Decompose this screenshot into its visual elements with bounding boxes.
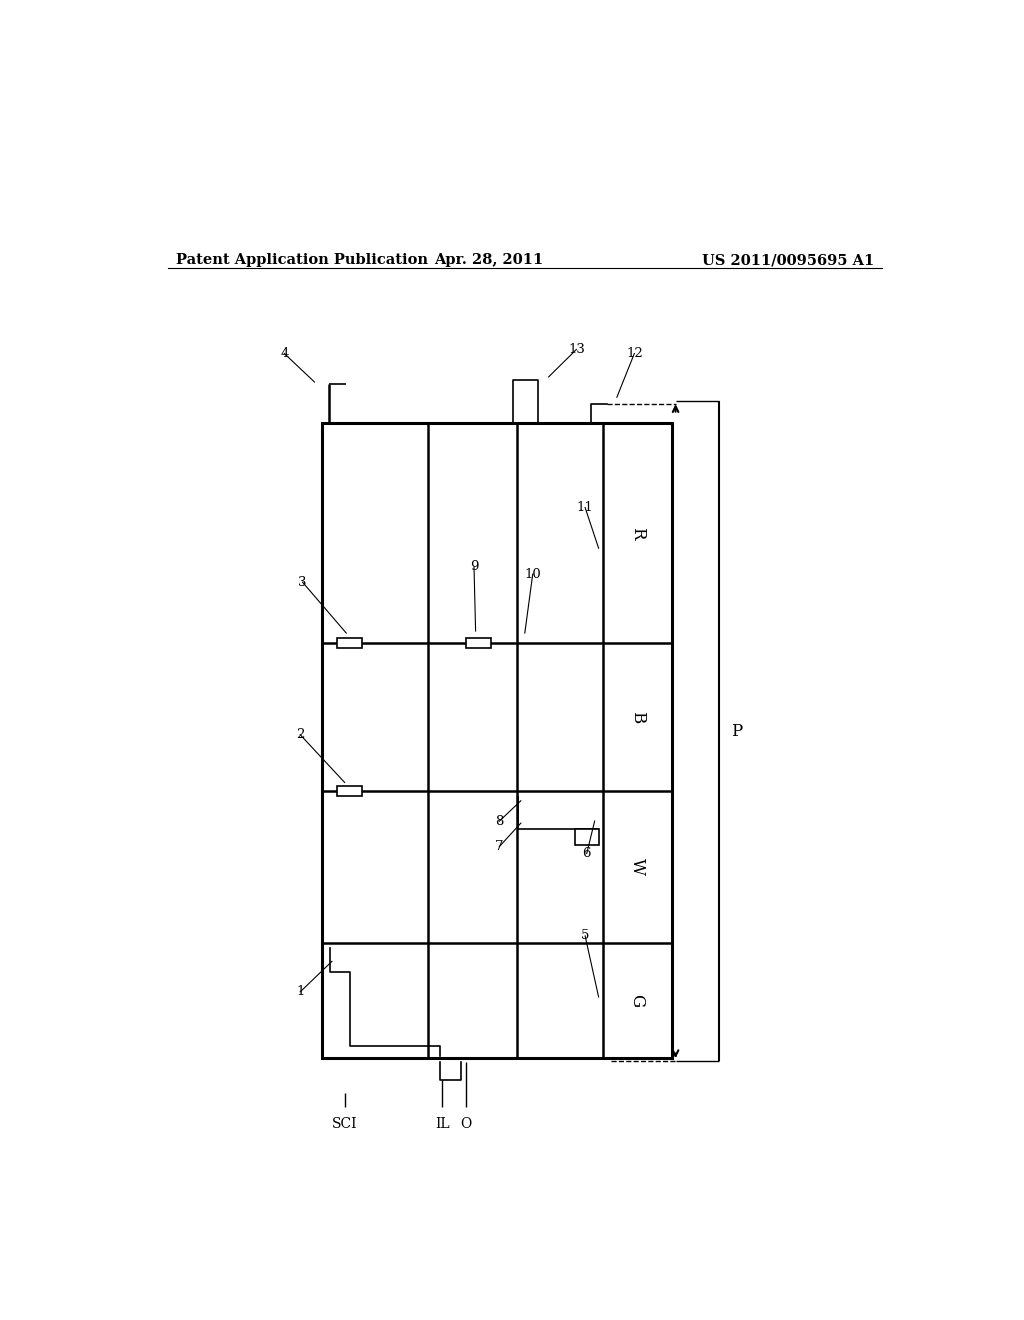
Text: 4: 4 — [281, 347, 289, 360]
Text: 2: 2 — [296, 729, 304, 742]
Text: 10: 10 — [524, 568, 541, 581]
Text: W: W — [629, 858, 645, 875]
Bar — [323, 422, 672, 1057]
Text: G: G — [629, 994, 645, 1007]
Text: SCI: SCI — [332, 1117, 357, 1131]
Bar — [337, 638, 362, 648]
Bar — [337, 785, 362, 796]
Text: O: O — [461, 1117, 472, 1131]
Text: IL: IL — [435, 1117, 450, 1131]
Text: 11: 11 — [577, 502, 594, 513]
Text: B: B — [629, 710, 645, 723]
Text: 1: 1 — [296, 985, 304, 998]
Bar — [574, 829, 599, 846]
Text: Patent Application Publication: Patent Application Publication — [176, 253, 428, 267]
Text: 5: 5 — [581, 929, 589, 942]
Text: 9: 9 — [470, 561, 478, 573]
Text: 6: 6 — [583, 847, 591, 861]
Text: US 2011/0095695 A1: US 2011/0095695 A1 — [701, 253, 873, 267]
Text: 7: 7 — [496, 840, 504, 853]
Text: R: R — [629, 527, 645, 539]
Text: 13: 13 — [568, 343, 585, 356]
Text: 8: 8 — [496, 814, 504, 828]
Text: 12: 12 — [626, 347, 643, 360]
Bar — [466, 638, 492, 648]
Text: P: P — [731, 722, 742, 739]
Text: 3: 3 — [298, 576, 307, 589]
Text: Apr. 28, 2011: Apr. 28, 2011 — [434, 253, 544, 267]
